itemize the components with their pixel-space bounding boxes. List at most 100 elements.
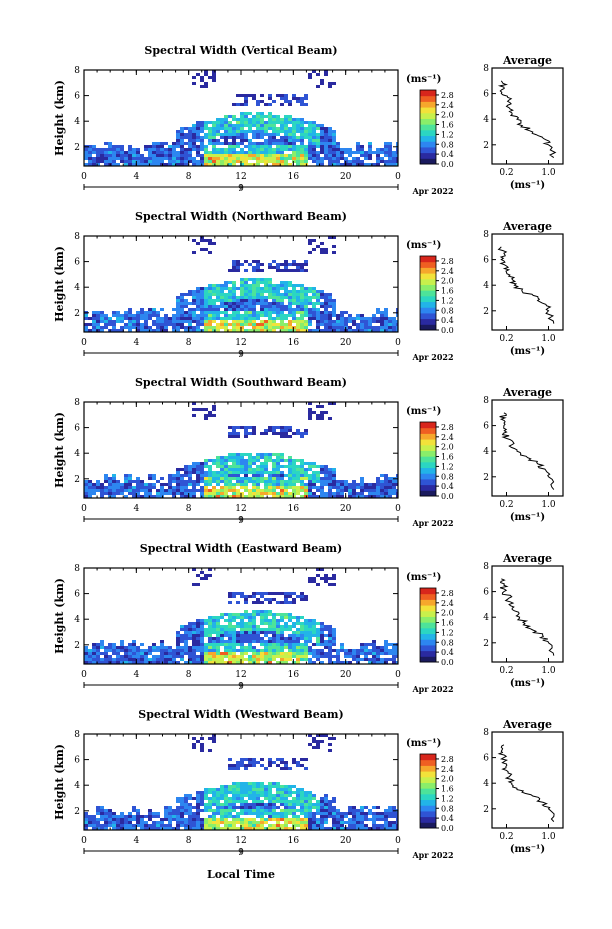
colorbar-swatch [420,284,436,291]
colorbar-tick-label: 2.4 [441,765,454,774]
colorbar-swatch [420,433,436,440]
colorbar-tick-label: 0.0 [441,824,454,833]
colorbar-swatch [420,633,436,640]
x-tick-label: 12 [235,504,246,514]
colorbar-label: (ms⁻¹) [406,406,441,417]
colorbar-swatch [420,301,436,308]
profile-y-tick-label: 2 [483,473,489,483]
profile-x-tick-label: 1.0 [541,666,556,676]
x-tick-label: 0 [395,670,401,680]
colorbar-tick-label: 2.8 [441,755,454,764]
colorbar-swatch [420,788,436,795]
profile-x-label: (ms⁻¹) [510,346,545,357]
colorbar-tick-label: 1.2 [441,628,454,637]
colorbar-tick-label: 2.8 [441,91,454,100]
y-tick-label: 8 [74,232,80,242]
y-tick-label: 6 [74,92,80,102]
colorbar-swatch [420,312,436,320]
colorbar-swatch [420,650,436,657]
profile-line [499,412,555,490]
day-label: 9 [238,516,244,526]
profile-frame [491,565,564,663]
y-tick-label: 4 [74,781,80,791]
y-axis-label: Height (km) [53,246,66,322]
colorbar-tick-label: 1.2 [441,296,454,305]
y-tick-label: 6 [74,590,80,600]
colorbar-tick-label: 2.8 [441,589,454,598]
colorbar-swatch [420,610,436,617]
profile-line [497,744,555,822]
x-tick-label: 0 [395,836,401,846]
colorbar-swatch [420,290,436,297]
colorbar-tick-label: 0.8 [441,638,454,647]
colorbar-swatch [420,439,436,446]
y-tick-label: 4 [74,449,80,459]
colorbar-tick-label: 0.4 [441,150,454,159]
colorbar-swatch [420,593,436,600]
y-tick-label: 4 [74,283,80,293]
y-tick-label: 8 [74,564,80,574]
x-tick-label: 0 [81,670,87,680]
panel-title: Spectral Width (Eastward Beam) [140,542,342,555]
profile-y-tick-label: 2 [483,141,489,151]
y-tick-label: 6 [74,258,80,268]
x-tick-label: 16 [288,172,300,182]
x-tick-label: 16 [288,338,300,348]
colorbar-swatch [420,146,436,154]
profile-line [497,246,555,324]
x-tick-label: 4 [133,338,139,348]
heatmap [84,70,398,166]
colorbar-tick-label: 0.0 [441,326,454,335]
panel-title: Spectral Width (Westward Beam) [138,708,343,721]
colorbar-swatch [420,473,436,480]
profile-title: Average [502,552,552,565]
profile-x-tick-label: 0.2 [499,832,513,842]
colorbar-swatch [420,793,436,801]
colorbar-swatch [420,124,436,131]
profile-y-tick-label: 8 [483,230,489,240]
colorbar-tick-label: 2.0 [441,443,454,452]
colorbar-swatch [420,422,436,429]
x-tick-label: 12 [235,670,246,680]
colorbar-swatch [420,627,436,635]
colorbar-frame [419,255,437,331]
colorbar-tick-label: 1.2 [441,130,454,139]
x-tick-label: 4 [133,836,139,846]
profile-x-tick-label: 0.2 [499,666,513,676]
y-tick-label: 2 [74,475,80,485]
y-tick-label: 6 [74,756,80,766]
colorbar-frame [419,587,437,663]
colorbar-swatch [420,118,436,125]
colorbar-label: (ms⁻¹) [406,74,441,85]
colorbar-tick-label: 2.0 [441,609,454,618]
colorbar-tick-label: 1.6 [441,453,454,462]
profile-y-tick-label: 8 [483,728,489,738]
colorbar-swatch [420,644,436,652]
colorbar-tick-label: 0.4 [441,814,454,823]
x-tick-label: 20 [340,504,352,514]
panel-3: Spectral Width (Eastward Beam)0 4 8 12 16 20 0… [53,542,564,694]
colorbar-frame [419,89,437,165]
profile-y-tick-label: 4 [483,779,489,789]
y-axis-label: Height (km) [53,578,66,654]
colorbar-tick-label: 2.8 [441,423,454,432]
colorbar-frame [419,421,437,497]
x-axis-label: Local Time [207,868,275,881]
colorbar-swatch [420,799,436,806]
colorbar-swatch [420,776,436,783]
heatmap [84,402,398,498]
panel-0: Spectral Width (Vertical Beam)0 4 8 12 16 20 0… [53,44,564,196]
colorbar-swatch [420,467,436,474]
profile-frame [491,399,564,497]
y-tick-label: 8 [74,398,80,408]
colorbar-tick-label: 1.2 [441,794,454,803]
y-tick-label: 2 [74,807,80,817]
profile-title: Average [502,386,552,399]
profile-frame [491,233,564,331]
colorbar-tick-label: 1.6 [441,619,454,628]
colorbar-swatch [420,444,436,451]
profile-y-tick-label: 6 [483,754,489,764]
colorbar-tick-label: 0.0 [441,160,454,169]
colorbar-swatch [420,605,436,612]
